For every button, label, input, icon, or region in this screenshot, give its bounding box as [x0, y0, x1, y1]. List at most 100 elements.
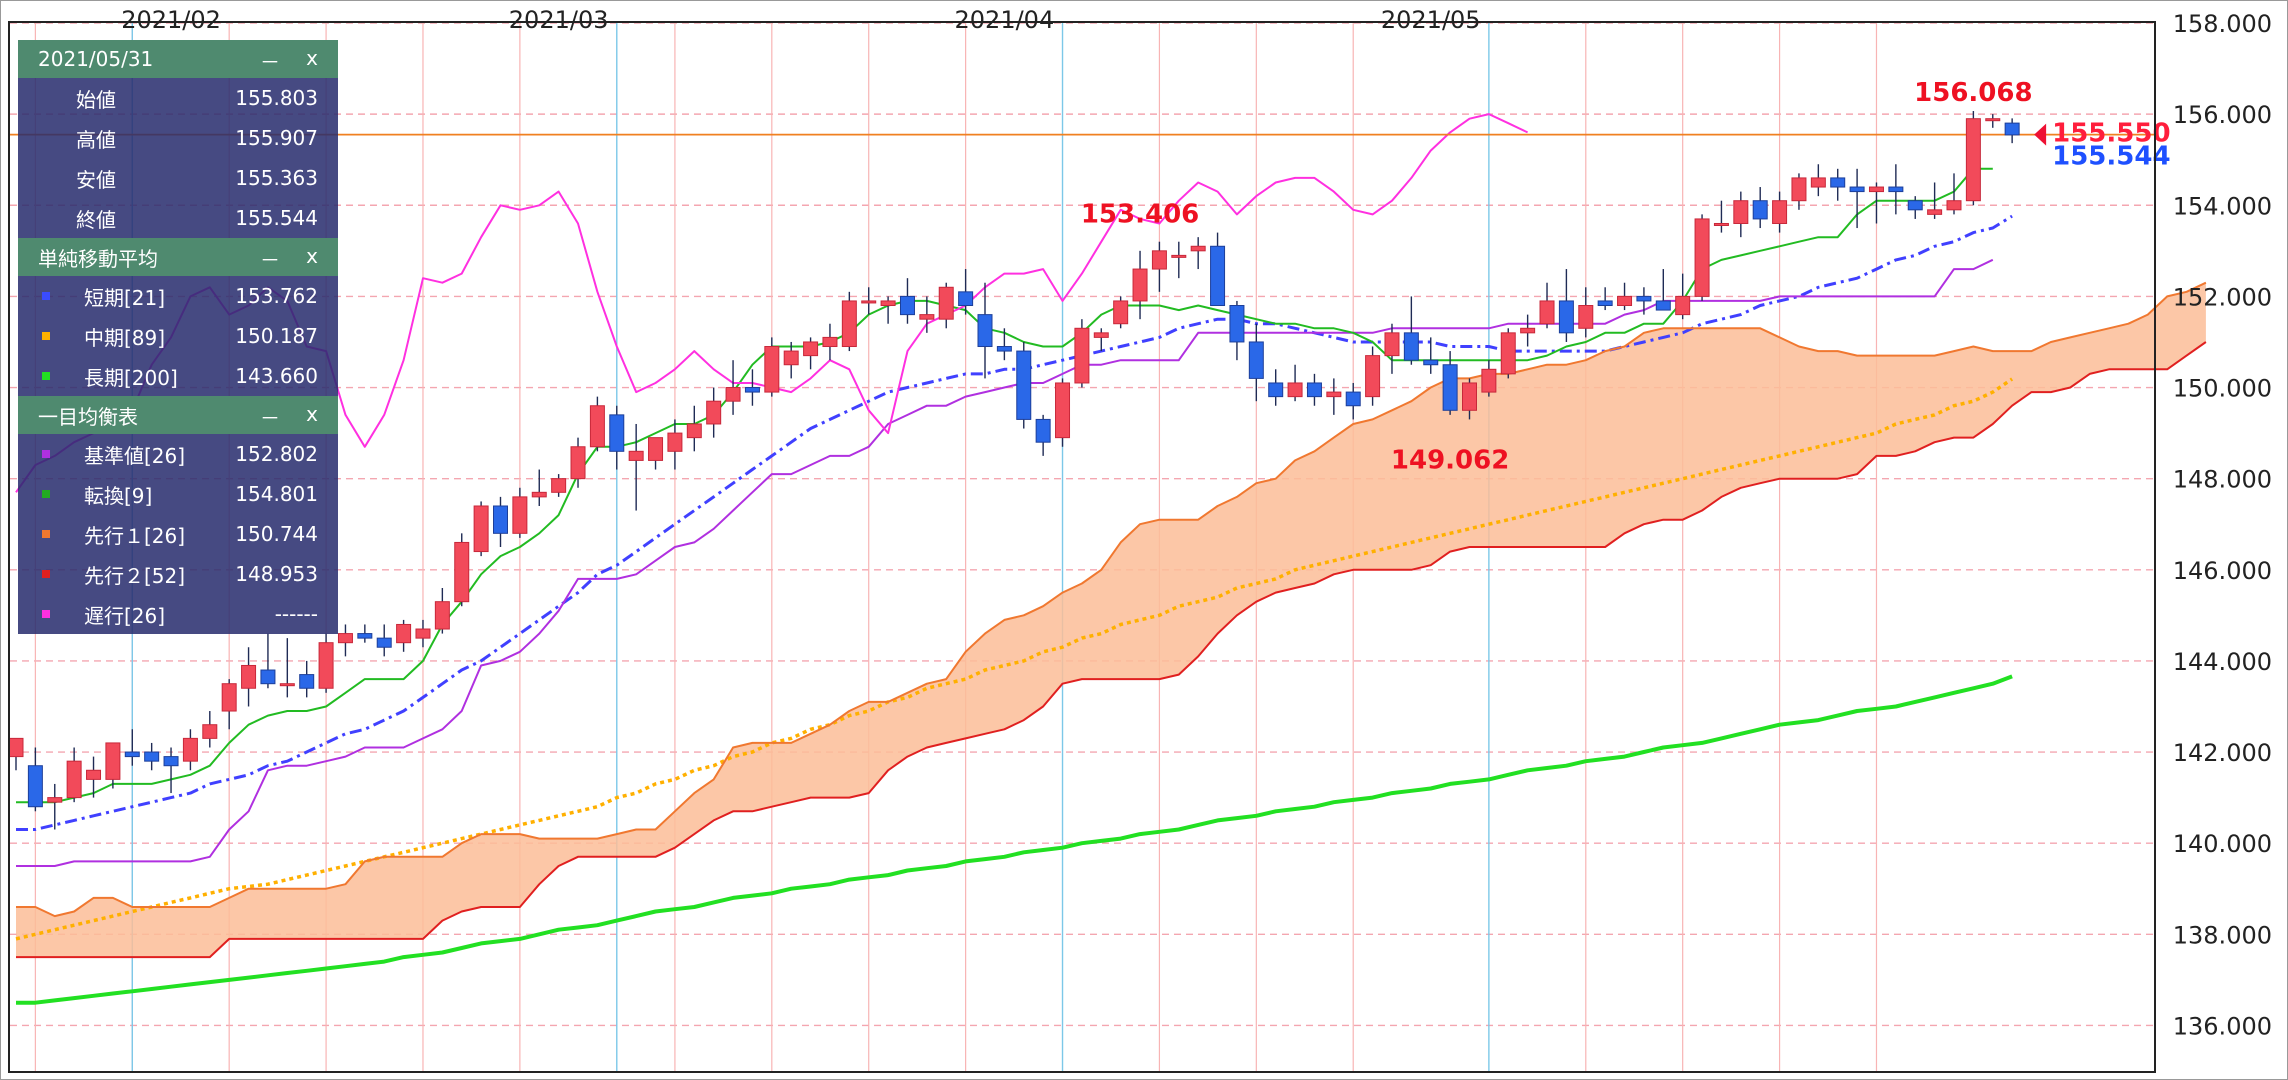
- candle: [648, 437, 664, 470]
- candle: [1520, 314, 1536, 347]
- candle-body-down: [996, 346, 1012, 352]
- candle: [1733, 191, 1749, 238]
- candle-body-down: [1752, 200, 1768, 220]
- candle-body-up: [1946, 200, 1962, 211]
- candle-body-down: [1345, 391, 1361, 407]
- candle: [299, 660, 315, 698]
- candle: [1868, 182, 1884, 224]
- candle: [1849, 168, 1865, 229]
- candle-body-down: [958, 291, 974, 307]
- candle-body-up: [1578, 305, 1594, 329]
- x-month-label: 2021/02: [121, 6, 221, 34]
- candle: [1384, 323, 1400, 374]
- y-tick-label: 152.000: [2173, 283, 2272, 311]
- candle: [1558, 269, 1574, 342]
- candle: [725, 360, 741, 415]
- candle-body-up: [725, 387, 741, 402]
- candle: [1791, 173, 1807, 210]
- candle: [376, 624, 392, 657]
- row-label: 先行２[52]: [84, 563, 186, 588]
- candle: [86, 756, 102, 798]
- legend-swatch: [42, 490, 50, 498]
- candle-body-up: [1985, 118, 2001, 122]
- candle-body-down: [299, 674, 315, 689]
- candle: [1578, 287, 1594, 338]
- candle-body-up: [919, 314, 935, 320]
- candle: [163, 747, 179, 794]
- candle: [1287, 364, 1303, 402]
- candle: [783, 341, 799, 379]
- candle-body-up: [318, 642, 334, 689]
- candle-body-up: [86, 769, 102, 780]
- candle: [1888, 164, 1904, 215]
- row-label: 短期[21]: [84, 285, 166, 310]
- candle-body-up: [1694, 218, 1710, 297]
- candle: [1675, 273, 1691, 320]
- candle-body-down: [977, 314, 993, 348]
- minimize-icon[interactable]: －: [260, 50, 280, 74]
- ichimoku-title: 一目均衡表: [38, 404, 138, 429]
- row-label: 転換[9]: [84, 483, 153, 508]
- ohlc-header: 2021/05/31 － x: [18, 40, 338, 78]
- candle: [996, 328, 1012, 361]
- minimize-icon[interactable]: －: [260, 406, 280, 430]
- candle: [1655, 269, 1671, 311]
- ichimoku-cloud: [16, 282, 2206, 958]
- candle: [1481, 360, 1497, 397]
- candle-body-up: [938, 286, 954, 320]
- candle-body-up: [454, 541, 470, 603]
- tenkan-row: 転換[9] 154.801: [18, 474, 338, 514]
- candle-body-down: [1597, 300, 1613, 307]
- candle-body-down: [1636, 295, 1652, 302]
- candle-body-up: [861, 300, 877, 304]
- candle-body-up: [434, 601, 450, 630]
- candle-body-up: [221, 683, 237, 712]
- candle-body-up: [182, 737, 198, 762]
- row-label: 中期[89]: [84, 325, 166, 350]
- close-icon[interactable]: x: [306, 46, 318, 70]
- candle: [1229, 300, 1245, 361]
- candle: [1365, 346, 1381, 406]
- candle: [609, 405, 625, 470]
- y-tick-label: 140.000: [2173, 830, 2272, 858]
- candle-body-down: [1442, 364, 1458, 411]
- series-line: [16, 214, 2013, 831]
- close-icon[interactable]: x: [306, 244, 318, 268]
- candle: [706, 387, 722, 438]
- candle-body-up: [66, 760, 82, 799]
- minimize-icon[interactable]: －: [260, 248, 280, 272]
- candle-body-up: [337, 633, 353, 644]
- candle: [1946, 173, 1962, 215]
- candle: [1248, 323, 1264, 402]
- row-value: 152.802: [235, 442, 318, 466]
- candle-body-up: [686, 423, 702, 439]
- candle: [1713, 200, 1729, 233]
- y-tick-label: 138.000: [2173, 921, 2272, 949]
- candle-body-down: [1558, 300, 1574, 334]
- y-axis: 136.000 138.000 140.000 142.000 144.000 146.0…: [2173, 10, 2272, 1040]
- candle-body-up: [473, 505, 489, 553]
- legend-swatch: [42, 450, 50, 458]
- candle-body-up: [803, 341, 819, 357]
- candle: [1810, 164, 1826, 197]
- candle-body-up: [706, 400, 722, 425]
- candle: [531, 469, 547, 506]
- legend-swatch: [42, 292, 50, 300]
- candle: [1345, 382, 1361, 420]
- candle: [1462, 378, 1477, 420]
- candle-body-up: [512, 496, 528, 534]
- ask-price-mark: 155.550: [2052, 119, 2170, 149]
- candle-body-down: [1268, 382, 1284, 398]
- y-tick-label: 142.000: [2173, 739, 2272, 767]
- candle-body-up: [1093, 332, 1109, 338]
- candle: [279, 638, 295, 698]
- candle-body-down: [1210, 245, 1226, 307]
- legend-swatch: [42, 332, 50, 340]
- candle-body-up: [1733, 200, 1749, 224]
- candle: [861, 287, 877, 315]
- close-icon[interactable]: x: [306, 402, 318, 426]
- candle: [919, 296, 935, 333]
- candle: [1306, 373, 1322, 406]
- x-month-label: 2021/04: [955, 6, 1055, 34]
